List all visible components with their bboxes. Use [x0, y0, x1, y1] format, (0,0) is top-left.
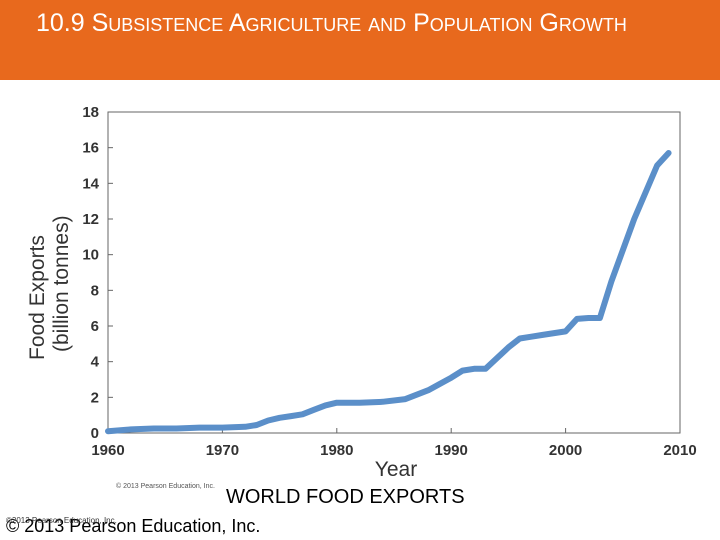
- y-axis-title: Food Exports: [26, 235, 49, 360]
- copyright-notice: © 2013 Pearson Education, Inc.: [6, 516, 261, 536]
- y-tick-label: 6: [91, 318, 99, 335]
- food-exports-chart: 0 2 4 6 8 10 12 14 16 18 1960 1970 1980 1990 2000 2010…: [26, 104, 697, 490]
- y-axis-ticks: 0 2 4 6 8 10 12 14 16 18: [82, 104, 113, 442]
- y-tick-label: 4: [91, 354, 100, 371]
- figure-copyright-small: © 2013 Pearson Education, Inc.: [116, 482, 215, 490]
- y-tick-label: 8: [91, 282, 99, 299]
- y-tick-label: 16: [82, 140, 99, 157]
- chart-caption: WORLD FOOD EXPORTS: [226, 486, 465, 508]
- x-tick-label: 2000: [549, 442, 582, 459]
- title-bar: [0, 0, 720, 80]
- y-tick-label: 18: [82, 104, 99, 121]
- x-tick-label: 1960: [91, 442, 124, 459]
- series-line: [105, 150, 672, 435]
- plot-area-frame: [107, 111, 681, 434]
- copyright-notice-small: ©2013 Pearson Education, Inc.: [6, 516, 117, 525]
- x-tick-label: 1980: [320, 442, 353, 459]
- chart-axes: [107, 111, 681, 434]
- slide-title: 10.9 Subsistence Agriculture and Populat…: [36, 9, 627, 37]
- x-tick-label: 1970: [206, 442, 239, 459]
- y-tick-label: 14: [82, 175, 99, 192]
- y-axis-title-line2: (billion tonnes): [50, 215, 73, 352]
- y-tick-label: 0: [91, 425, 99, 442]
- x-tick-label: 1990: [435, 442, 468, 459]
- y-tick-label: 2: [91, 389, 99, 406]
- x-tick-label: 2010: [663, 442, 696, 459]
- y-tick-label: 12: [82, 211, 99, 228]
- y-tick-label: 10: [82, 247, 99, 264]
- x-axis-ticks: 1960 1970 1980 1990 2000 2010: [91, 428, 697, 459]
- x-axis-title: Year: [375, 458, 417, 481]
